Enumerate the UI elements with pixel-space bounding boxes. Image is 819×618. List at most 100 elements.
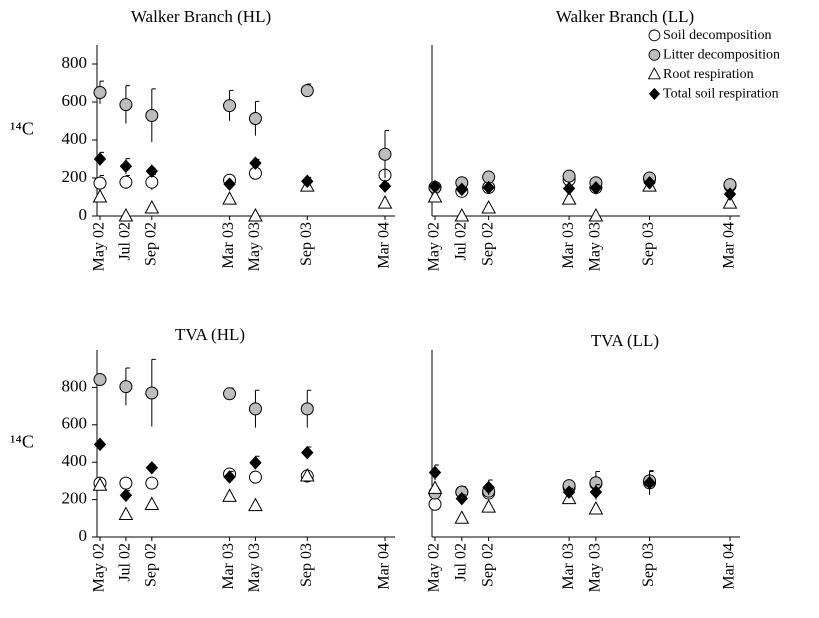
x-tick-label: Sep 02 (479, 543, 496, 587)
marker (455, 182, 468, 197)
marker (561, 191, 577, 205)
x-tick-label: May 03 (587, 543, 604, 592)
x-tick-label: May 03 (587, 222, 604, 271)
x-tick-label: May 03 (246, 543, 263, 592)
x-tick-label: Mar 04 (376, 543, 393, 590)
marker (222, 191, 237, 205)
x-tick-label: May 03 (246, 222, 263, 271)
legend-label: Litter decomposition (663, 48, 780, 63)
marker (93, 373, 107, 387)
marker (248, 402, 262, 416)
marker (145, 461, 158, 475)
x-tick-label: Mar 04 (721, 222, 738, 269)
panel: TVA (LL) May 02 Jul 02 Sep 02 Mar 03 May 03 Se… (426, 331, 740, 592)
x-tick-label: Mar 03 (560, 222, 577, 269)
marker (301, 445, 314, 460)
marker (428, 497, 442, 511)
panel: Walker Branch (LL) May 02 Jul 02 Sep 02 Mar … (426, 7, 780, 271)
x-tick-label: Sep 03 (640, 543, 657, 587)
marker (222, 488, 237, 502)
marker (562, 169, 576, 183)
marker (223, 177, 236, 191)
x-tick-label: May 02 (426, 543, 443, 592)
x-tick-label: Jul 02 (117, 543, 134, 582)
x-tick-label: May 02 (91, 222, 108, 271)
x-tick-label: Sep 03 (298, 222, 315, 266)
marker (119, 488, 133, 503)
marker (119, 175, 133, 189)
chart-title: TVA (HL) (175, 325, 245, 344)
y-axis-label: ¹⁴C (10, 432, 34, 452)
marker (248, 112, 262, 126)
x-tick-label: Mar 03 (560, 543, 577, 590)
marker (223, 99, 237, 113)
marker (145, 108, 159, 122)
marker (428, 465, 442, 480)
marker (145, 476, 159, 490)
marker (93, 86, 107, 99)
x-tick-label: Jul 02 (452, 543, 469, 582)
marker (427, 188, 443, 203)
marker (647, 67, 661, 80)
marker (248, 470, 262, 484)
legend-label: Total soil respiration (663, 87, 779, 102)
marker (562, 485, 576, 499)
marker (481, 199, 496, 214)
marker (378, 147, 392, 161)
marker (482, 480, 495, 495)
marker (145, 386, 159, 400)
marker (723, 187, 737, 201)
marker (648, 29, 661, 42)
marker (119, 476, 133, 490)
y-tick-label: 0 (79, 205, 88, 224)
panel: TVA (HL) ¹⁴C 0 200 400 600 800 May 02 Jul 02 Sep … (10, 325, 395, 592)
y-tick-label: 200 (62, 167, 88, 186)
marker (119, 380, 133, 394)
marker (377, 195, 393, 209)
marker (301, 174, 314, 188)
marker (482, 180, 495, 195)
marker (562, 181, 576, 196)
marker (428, 179, 442, 194)
chart-title: TVA (LL) (591, 331, 659, 350)
chart-title: Walker Branch (HL) (131, 7, 271, 26)
marker (249, 456, 262, 470)
marker (118, 506, 134, 521)
y-axis-label: ¹⁴C (10, 119, 34, 139)
marker (223, 470, 236, 484)
marker (93, 437, 107, 452)
x-tick-label: Sep 03 (298, 543, 315, 587)
marker (722, 195, 738, 209)
y-tick-label: 200 (62, 489, 88, 508)
marker (481, 499, 496, 513)
marker (455, 491, 468, 506)
x-tick-label: Mar 03 (220, 222, 237, 269)
legend-label: Soil decomposition (663, 28, 772, 43)
marker (454, 510, 470, 524)
marker (588, 207, 604, 222)
marker (589, 181, 603, 195)
marker (299, 467, 315, 482)
chart-title: Walker Branch (LL) (556, 7, 694, 26)
x-tick-label: Sep 02 (142, 543, 159, 587)
marker (145, 175, 159, 189)
marker (454, 207, 470, 222)
x-tick-label: Sep 02 (479, 222, 496, 266)
x-tick-label: Mar 04 (376, 222, 393, 269)
marker (223, 387, 237, 401)
marker (648, 49, 661, 61)
y-tick-label: 400 (62, 129, 88, 148)
marker (118, 207, 134, 222)
x-tick-label: Sep 02 (142, 222, 159, 266)
marker (119, 159, 133, 173)
marker (300, 84, 314, 98)
panel: Walker Branch (HL) ¹⁴C 0 200 400 600 800 May 02… (10, 7, 395, 271)
marker (93, 176, 107, 190)
marker (145, 164, 158, 178)
marker (588, 500, 604, 515)
marker (92, 188, 108, 203)
marker (427, 480, 443, 494)
y-tick-label: 0 (79, 526, 88, 545)
x-tick-label: Mar 03 (220, 543, 237, 590)
